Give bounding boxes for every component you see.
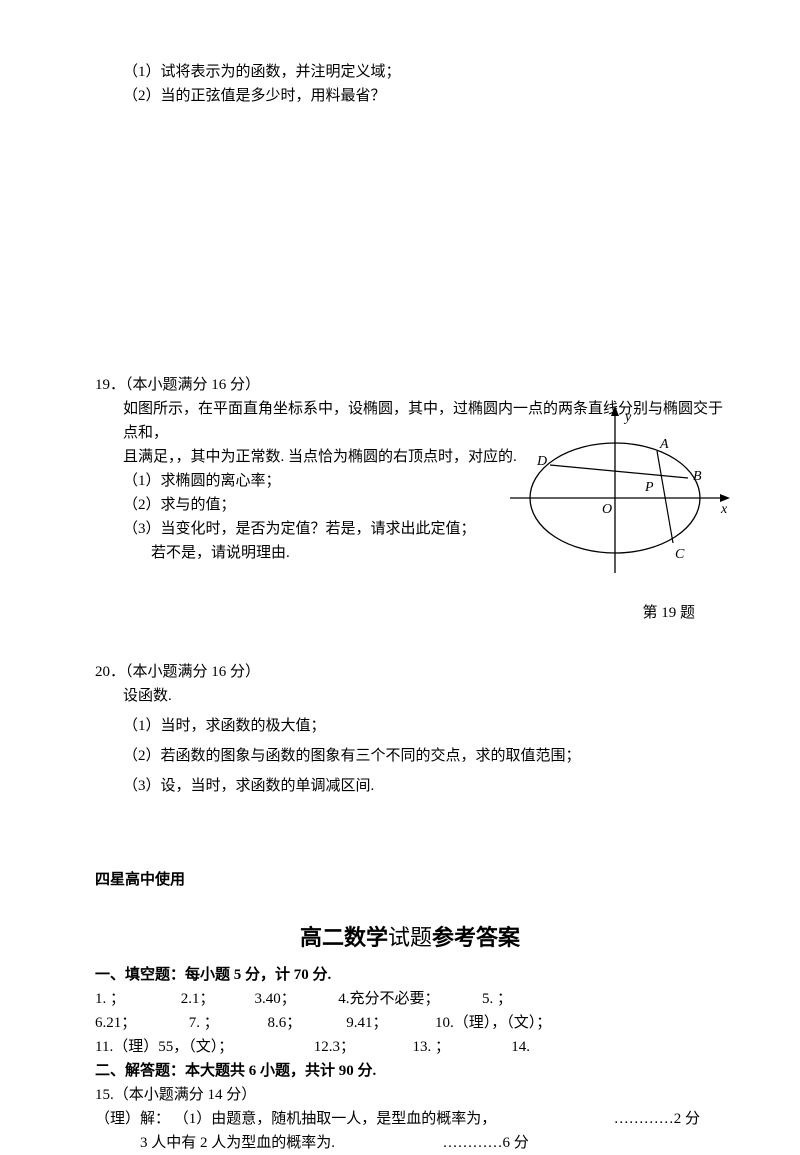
a13: 13. ；: [413, 1035, 508, 1059]
label-c: C: [675, 547, 685, 562]
title-part2: 试题: [388, 925, 432, 950]
exam-page: （1）试将表示为的函数，并注明定义域； （2）当的正弦值是多少时，用料最省？ 1…: [0, 0, 800, 1132]
a5: 5. ；: [482, 987, 512, 1011]
x-arrow: [720, 494, 730, 502]
label-o: O: [602, 502, 612, 517]
answers-row1: 1. ； 2.1； 3.40； 4.充分不必要； 5. ；: [95, 987, 725, 1011]
q19-parts: （1）求椭圆的离心率； （2）求与的值； （3）当变化时，是否为定值？若是，请求…: [95, 469, 495, 565]
q19-block: 19．（本小题满分 16 分） 如图所示，在平面直角坐标系中，设椭圆，其中，过椭…: [95, 373, 725, 565]
q20-intro: 设函数.: [95, 684, 725, 708]
a7: 7. ；: [189, 1011, 264, 1035]
a6: 6.21；: [95, 1011, 185, 1035]
title-part1: 高二数学: [300, 925, 388, 950]
answers-row2: 6.21； 7. ； 8.6； 9.41； 10.（理），（文）；: [95, 1011, 725, 1035]
q20-p3: （3）设，当时，求函数的单调减区间.: [95, 774, 725, 798]
y-arrow: [611, 406, 619, 416]
label-a: A: [659, 437, 669, 452]
q20-p2: （2）若函数的图象与函数的图象有三个不同的交点，求的取值范围；: [95, 744, 725, 768]
chord-ac: [657, 451, 673, 543]
q20-block: 20．（本小题满分 16 分） 设函数. （1）当时，求函数的极大值； （2）若…: [95, 660, 725, 798]
q20-head: 20．（本小题满分 16 分）: [95, 660, 725, 684]
a15-2a: 3 人中有 2 人为型血的概率为.: [140, 1135, 335, 1151]
a15-line1: （理）解： （1）由题意，随机抽取一人，是型血的概率为， …………2 分: [95, 1107, 725, 1131]
label-x: x: [720, 502, 728, 517]
q19-p3a: （3）当变化时，是否为定值？若是，请求出此定值；: [95, 517, 495, 541]
ellipse-svg: y x O A B C D P: [505, 403, 735, 603]
a10: 10.（理），（文）；: [435, 1011, 551, 1035]
q19-p2: （2）求与的值；: [95, 493, 495, 517]
a8: 8.6；: [268, 1011, 343, 1035]
a2: 2.1；: [181, 987, 251, 1011]
q18-part1: （1）试将表示为的函数，并注明定义域；: [95, 60, 725, 84]
section1-head: 一、填空题：每小题 5 分，计 70 分.: [95, 963, 725, 987]
blank-space: [95, 108, 725, 363]
ellipse-figure: y x O A B C D P: [505, 403, 735, 603]
q19-p1: （1）求椭圆的离心率；: [95, 469, 495, 493]
a15-1b: …………2 分: [614, 1111, 700, 1127]
a15-1a: （理）解： （1）由题意，随机抽取一人，是型血的概率为，: [95, 1111, 496, 1127]
school-use: 四星高中使用: [95, 868, 725, 892]
a1: 1. ；: [95, 987, 177, 1011]
q19-head: 19．（本小题满分 16 分）: [95, 373, 725, 397]
answer-title: 高二数学试题参考答案: [95, 920, 725, 955]
label-y: y: [623, 410, 632, 425]
q19-p3b: 若不是，请说明理由.: [95, 541, 495, 565]
q15-head: 15.（本小题满分 14 分）: [95, 1083, 725, 1107]
a9: 9.41；: [346, 1011, 431, 1035]
a15-line2: 3 人中有 2 人为型血的概率为. …………6 分: [95, 1131, 725, 1155]
label-d: D: [536, 454, 547, 469]
figure-caption: 第 19 题: [642, 601, 695, 625]
q20-p1: （1）当时，求函数的极大值；: [95, 714, 725, 738]
title-part3: 参考答案: [432, 925, 520, 950]
a12: 12.3；: [314, 1035, 409, 1059]
q18-p2-text: （2）当的正弦值是多少时，用料最省？: [123, 88, 386, 104]
a11: 11.（理）55，（文）；: [95, 1035, 310, 1059]
gap-before-answers: [95, 798, 725, 868]
a15-2b: …………6 分: [443, 1135, 529, 1151]
label-p: P: [644, 480, 654, 495]
a14: 14.: [511, 1035, 530, 1059]
chord-db: [550, 465, 688, 478]
label-b: B: [693, 469, 702, 484]
section2-head: 二、解答题：本大题共 6 小题，共计 90 分.: [95, 1059, 725, 1083]
a3: 3.40；: [255, 987, 335, 1011]
answers-row3: 11.（理）55，（文）； 12.3； 13. ； 14.: [95, 1035, 725, 1059]
q18-p1-text: （1）试将表示为的函数，并注明定义域；: [123, 64, 401, 80]
a4: 4.充分不必要；: [338, 987, 478, 1011]
q18-part2: （2）当的正弦值是多少时，用料最省？: [95, 84, 725, 108]
